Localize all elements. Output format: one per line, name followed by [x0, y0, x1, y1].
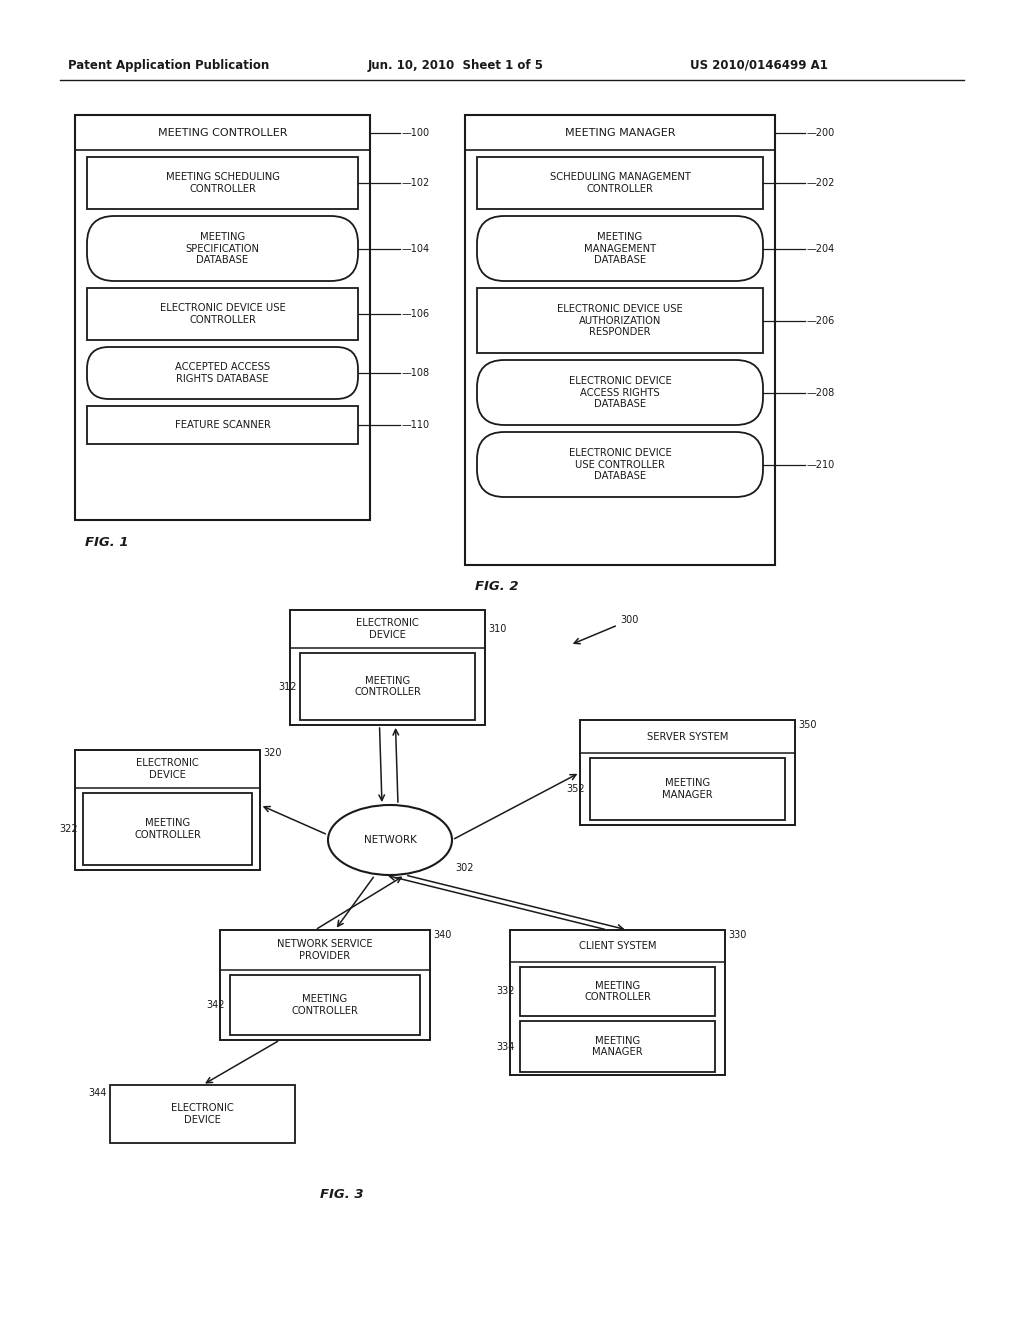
Text: —202: —202 [807, 178, 836, 187]
Text: 334: 334 [497, 1041, 515, 1052]
Text: MEETING
CONTROLLER: MEETING CONTROLLER [354, 676, 421, 697]
Text: 312: 312 [279, 681, 297, 692]
FancyBboxPatch shape [590, 758, 785, 820]
FancyBboxPatch shape [465, 115, 775, 565]
Text: 330: 330 [728, 931, 746, 940]
FancyBboxPatch shape [300, 653, 475, 719]
Text: MEETING
SPECIFICATION
DATABASE: MEETING SPECIFICATION DATABASE [185, 232, 259, 265]
FancyBboxPatch shape [477, 288, 763, 352]
FancyBboxPatch shape [87, 157, 358, 209]
FancyBboxPatch shape [290, 610, 485, 725]
Text: MEETING SCHEDULING
CONTROLLER: MEETING SCHEDULING CONTROLLER [166, 172, 280, 194]
Text: ELECTRONIC
DEVICE: ELECTRONIC DEVICE [356, 618, 419, 640]
FancyBboxPatch shape [75, 750, 260, 870]
Ellipse shape [328, 805, 452, 875]
Text: MEETING
CONTROLLER: MEETING CONTROLLER [292, 994, 358, 1016]
FancyBboxPatch shape [477, 360, 763, 425]
Text: MEETING
MANAGEMENT
DATABASE: MEETING MANAGEMENT DATABASE [584, 232, 656, 265]
Text: MEETING
MANAGER: MEETING MANAGER [592, 1036, 643, 1057]
Text: —100: —100 [402, 128, 430, 137]
Text: FEATURE SCANNER: FEATURE SCANNER [174, 420, 270, 430]
Text: FIG. 1: FIG. 1 [85, 536, 129, 549]
FancyBboxPatch shape [87, 407, 358, 444]
Text: CLIENT SYSTEM: CLIENT SYSTEM [579, 941, 656, 950]
FancyBboxPatch shape [110, 1085, 295, 1143]
Text: —208: —208 [807, 388, 836, 397]
Text: —204: —204 [807, 243, 836, 253]
Text: Patent Application Publication: Patent Application Publication [68, 58, 269, 71]
Text: FIG. 2: FIG. 2 [475, 581, 518, 594]
FancyBboxPatch shape [477, 432, 763, 498]
FancyBboxPatch shape [510, 931, 725, 1074]
Text: ACCEPTED ACCESS
RIGHTS DATABASE: ACCEPTED ACCESS RIGHTS DATABASE [175, 362, 270, 384]
Text: ELECTRONIC DEVICE USE
CONTROLLER: ELECTRONIC DEVICE USE CONTROLLER [160, 304, 286, 325]
Text: MEETING
CONTROLLER: MEETING CONTROLLER [134, 818, 201, 840]
Text: 352: 352 [566, 784, 585, 795]
Text: 350: 350 [798, 719, 816, 730]
Text: —110: —110 [402, 420, 430, 430]
Text: ELECTRONIC
DEVICE: ELECTRONIC DEVICE [171, 1104, 233, 1125]
Text: 310: 310 [488, 624, 507, 634]
Text: SCHEDULING MANAGEMENT
CONTROLLER: SCHEDULING MANAGEMENT CONTROLLER [550, 172, 690, 194]
Text: —210: —210 [807, 459, 836, 470]
Text: —104: —104 [402, 243, 430, 253]
Text: 332: 332 [497, 986, 515, 997]
Text: MEETING CONTROLLER: MEETING CONTROLLER [158, 128, 288, 137]
FancyBboxPatch shape [520, 1020, 715, 1072]
FancyBboxPatch shape [87, 216, 358, 281]
FancyBboxPatch shape [75, 115, 370, 520]
FancyBboxPatch shape [580, 719, 795, 825]
FancyBboxPatch shape [477, 216, 763, 281]
Text: 342: 342 [207, 1001, 225, 1010]
Text: ELECTRONIC
DEVICE: ELECTRONIC DEVICE [136, 758, 199, 780]
Text: 322: 322 [59, 824, 78, 834]
Text: 344: 344 [89, 1088, 106, 1098]
Text: MEETING
MANAGER: MEETING MANAGER [663, 779, 713, 800]
FancyBboxPatch shape [87, 288, 358, 341]
Text: ELECTRONIC DEVICE
ACCESS RIGHTS
DATABASE: ELECTRONIC DEVICE ACCESS RIGHTS DATABASE [568, 376, 672, 409]
FancyBboxPatch shape [220, 931, 430, 1040]
Text: Jun. 10, 2010  Sheet 1 of 5: Jun. 10, 2010 Sheet 1 of 5 [368, 58, 544, 71]
Text: 320: 320 [263, 748, 282, 758]
Text: —106: —106 [402, 309, 430, 319]
Text: ELECTRONIC DEVICE
USE CONTROLLER
DATABASE: ELECTRONIC DEVICE USE CONTROLLER DATABAS… [568, 447, 672, 480]
Text: 302: 302 [455, 863, 473, 873]
Text: —200: —200 [807, 128, 836, 137]
Text: —108: —108 [402, 368, 430, 378]
Text: MEETING MANAGER: MEETING MANAGER [565, 128, 675, 137]
FancyBboxPatch shape [520, 968, 715, 1016]
Text: US 2010/0146499 A1: US 2010/0146499 A1 [690, 58, 827, 71]
Text: —206: —206 [807, 315, 836, 326]
Text: FIG. 3: FIG. 3 [319, 1188, 364, 1201]
FancyBboxPatch shape [230, 975, 420, 1035]
FancyBboxPatch shape [83, 793, 252, 865]
Text: SERVER SYSTEM: SERVER SYSTEM [647, 731, 728, 742]
Text: 300: 300 [620, 615, 638, 624]
Text: ELECTRONIC DEVICE USE
AUTHORIZATION
RESPONDER: ELECTRONIC DEVICE USE AUTHORIZATION RESP… [557, 304, 683, 337]
Text: NETWORK: NETWORK [364, 836, 417, 845]
Text: 340: 340 [433, 931, 452, 940]
FancyBboxPatch shape [477, 157, 763, 209]
Text: MEETING
CONTROLLER: MEETING CONTROLLER [584, 981, 651, 1002]
Text: NETWORK SERVICE
PROVIDER: NETWORK SERVICE PROVIDER [278, 940, 373, 961]
Text: —102: —102 [402, 178, 430, 187]
FancyBboxPatch shape [87, 347, 358, 399]
